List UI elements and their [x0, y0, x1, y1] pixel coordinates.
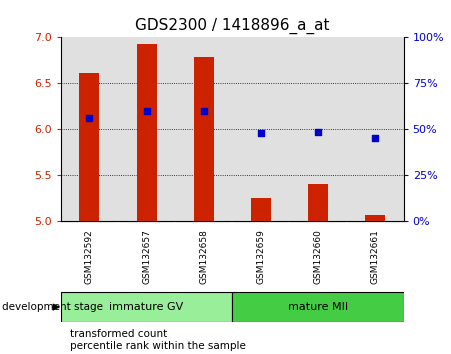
- Point: [257, 130, 264, 136]
- Bar: [137, 44, 156, 221]
- Text: GSM132592: GSM132592: [85, 229, 94, 284]
- Point: [200, 108, 207, 114]
- Text: mature MII: mature MII: [288, 302, 348, 312]
- Bar: [232, 292, 404, 322]
- Point: [372, 136, 379, 141]
- Text: immature GV: immature GV: [110, 302, 184, 312]
- Text: transformed count: transformed count: [70, 329, 167, 339]
- Text: percentile rank within the sample: percentile rank within the sample: [70, 341, 246, 351]
- Text: development stage: development stage: [2, 302, 103, 312]
- Bar: [79, 73, 99, 221]
- Text: GSM132658: GSM132658: [199, 229, 208, 284]
- Point: [86, 115, 93, 121]
- Text: GSM132661: GSM132661: [371, 229, 380, 284]
- Bar: [251, 198, 271, 221]
- Bar: [194, 57, 214, 221]
- Bar: [365, 215, 385, 221]
- Point: [143, 108, 150, 114]
- Text: GSM132660: GSM132660: [313, 229, 322, 284]
- Bar: [61, 292, 232, 322]
- Point: [314, 129, 322, 135]
- Title: GDS2300 / 1418896_a_at: GDS2300 / 1418896_a_at: [135, 18, 330, 34]
- Bar: [308, 184, 328, 221]
- Text: GSM132659: GSM132659: [256, 229, 265, 284]
- Text: GSM132657: GSM132657: [142, 229, 151, 284]
